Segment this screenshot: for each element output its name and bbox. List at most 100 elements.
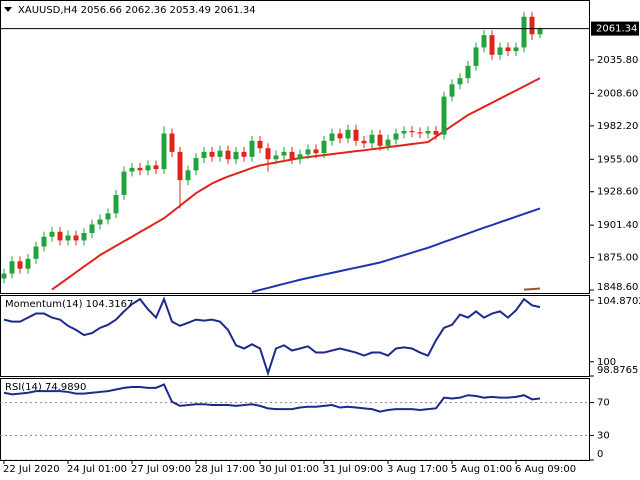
candle-body [105,213,111,220]
moving-average [523,287,541,291]
y-tick-label: 1928.60 [597,187,638,198]
candle-body [265,148,271,160]
candle-body [89,224,95,234]
candle-body [225,150,231,160]
chart-layer: XAUUSD,H4 2056.66 2062.36 2053.49 2061.3… [0,5,640,475]
x-tick-label: 30 Jul 01:00 [259,464,319,475]
collapse-arrow[interactable] [4,7,12,12]
candle-body [113,194,119,214]
candle-body [201,151,207,159]
candle-body [425,131,431,134]
candle-body [193,158,199,171]
candle-body [153,165,159,170]
candle-body [537,28,543,35]
y-tick-label: 0 [597,449,603,460]
candle-body [65,235,71,241]
candle-body [233,151,239,160]
candle-body [257,140,263,149]
candle-body [209,151,215,157]
candle-body [417,132,423,134]
candle-body [121,171,127,195]
candle-body [1,273,7,279]
candle-body [241,151,247,157]
panel-title: RSI(14) 74.9890 [5,382,86,393]
candle-body [497,47,503,55]
momentum-panel-frame [0,295,590,377]
panel-title: XAUUSD,H4 2056.66 2062.36 2053.49 2061.3… [18,5,256,16]
candle-body [441,96,447,135]
candle-body [41,236,47,247]
y-tick-label: 98.8765 [597,365,638,376]
x-tick-label: 27 Jul 09:00 [131,464,191,475]
y-tick-label: 1875.00 [597,253,638,264]
x-tick-label: 31 Jul 09:00 [323,464,383,475]
candle-body [49,231,55,237]
candle-body [481,35,487,48]
candle-body [297,154,303,160]
x-tick-label: 24 Jul 01:00 [67,464,127,475]
candle-body [97,219,103,225]
candle-body [161,133,167,170]
x-tick-label: 5 Aug 01:00 [451,464,512,475]
y-tick-label: 1955.00 [597,154,638,165]
candle-body [145,165,151,171]
candle-body [313,149,319,154]
candle-body [401,131,407,134]
x-tick-label: 28 Jul 17:00 [195,464,255,475]
candle-body [345,129,351,139]
main-panel-frame [0,0,590,294]
candle-body [33,246,39,259]
candle-body [369,134,375,144]
y-tick-label: 1901.40 [597,220,638,231]
candle-body [385,139,391,146]
y-tick-label: 1982.20 [597,121,638,132]
panel [3,296,541,376]
candle-body [409,131,415,133]
candle-body [57,231,63,241]
candle-body [289,151,295,160]
panel [0,383,590,460]
candle-body [433,131,439,135]
x-tick-label: 3 Aug 17:00 [387,464,448,475]
candle-body [17,261,23,269]
y-tick-label: 2035.80 [597,55,638,66]
current-price-box [591,21,639,36]
candle-body [129,167,135,172]
rsi-panel-frame [0,378,590,461]
panel-title: Momentum(14) 104.3167 [5,299,133,310]
candle-body [505,47,511,52]
y-tick-label: 100 [597,357,616,368]
candle-body [377,134,383,146]
candle-body [521,16,527,48]
y-tick-label: 1848.60 [597,282,638,293]
y-tick-label: 104.8702 [597,296,640,307]
candle-body [73,235,79,241]
candle-body [249,140,255,157]
candle-body [177,151,183,181]
candle-body [273,155,279,160]
candle-body [361,140,367,144]
indicator-line [3,383,541,413]
candle-body [25,258,31,269]
candle-body [137,167,143,171]
candle-body [169,133,175,152]
moving-average [51,77,541,291]
candle-body [465,65,471,79]
current-price-label: 2061.34 [596,24,637,35]
candle-body [81,233,87,241]
moving-average [251,207,541,293]
candle-body [305,149,311,155]
candle-body [337,133,343,139]
candle-body [449,84,455,97]
panel [1,11,543,293]
candle-body [321,140,327,154]
candle-body [529,16,535,35]
candle-body [329,133,335,141]
candle-body [393,133,399,140]
y-tick-label: 30 [597,430,610,441]
y-tick-label: 70 [597,398,610,409]
candle-body [185,170,191,181]
candle-body [281,151,287,156]
